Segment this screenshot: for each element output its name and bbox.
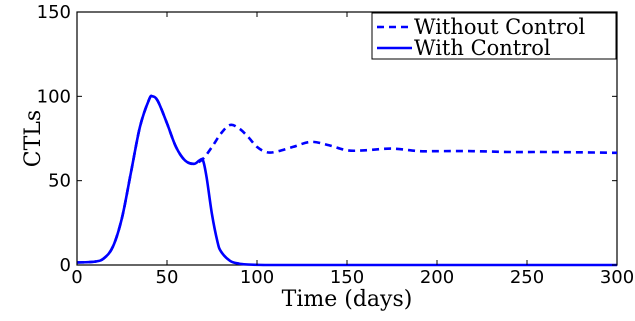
x-tick-label: 300	[600, 267, 634, 288]
x-axis-label: Time (days)	[282, 287, 413, 312]
x-tick-label: 150	[330, 267, 364, 288]
x-tick-label: 250	[510, 267, 544, 288]
y-axis-label: CTLs	[21, 110, 46, 167]
y-tick-label: 100	[37, 86, 71, 107]
legend-entry-label: With Control	[414, 36, 551, 60]
y-tick-label: 50	[48, 171, 71, 192]
x-tick-label: 0	[71, 267, 82, 288]
ticks: 0 50 100 150 200 250 300 0 50 100 150	[37, 2, 635, 288]
series-line-with-control	[76, 94, 617, 267]
x-tick-label: 100	[240, 267, 274, 288]
y-tick-label: 150	[37, 2, 71, 23]
y-tick-label: 0	[60, 255, 71, 276]
legend-entry-label: Without Control	[414, 15, 586, 39]
x-tick-label: 50	[156, 267, 179, 288]
series-layer	[76, 94, 618, 267]
legend-box	[371, 12, 617, 60]
x-tick-label: 200	[420, 267, 454, 288]
